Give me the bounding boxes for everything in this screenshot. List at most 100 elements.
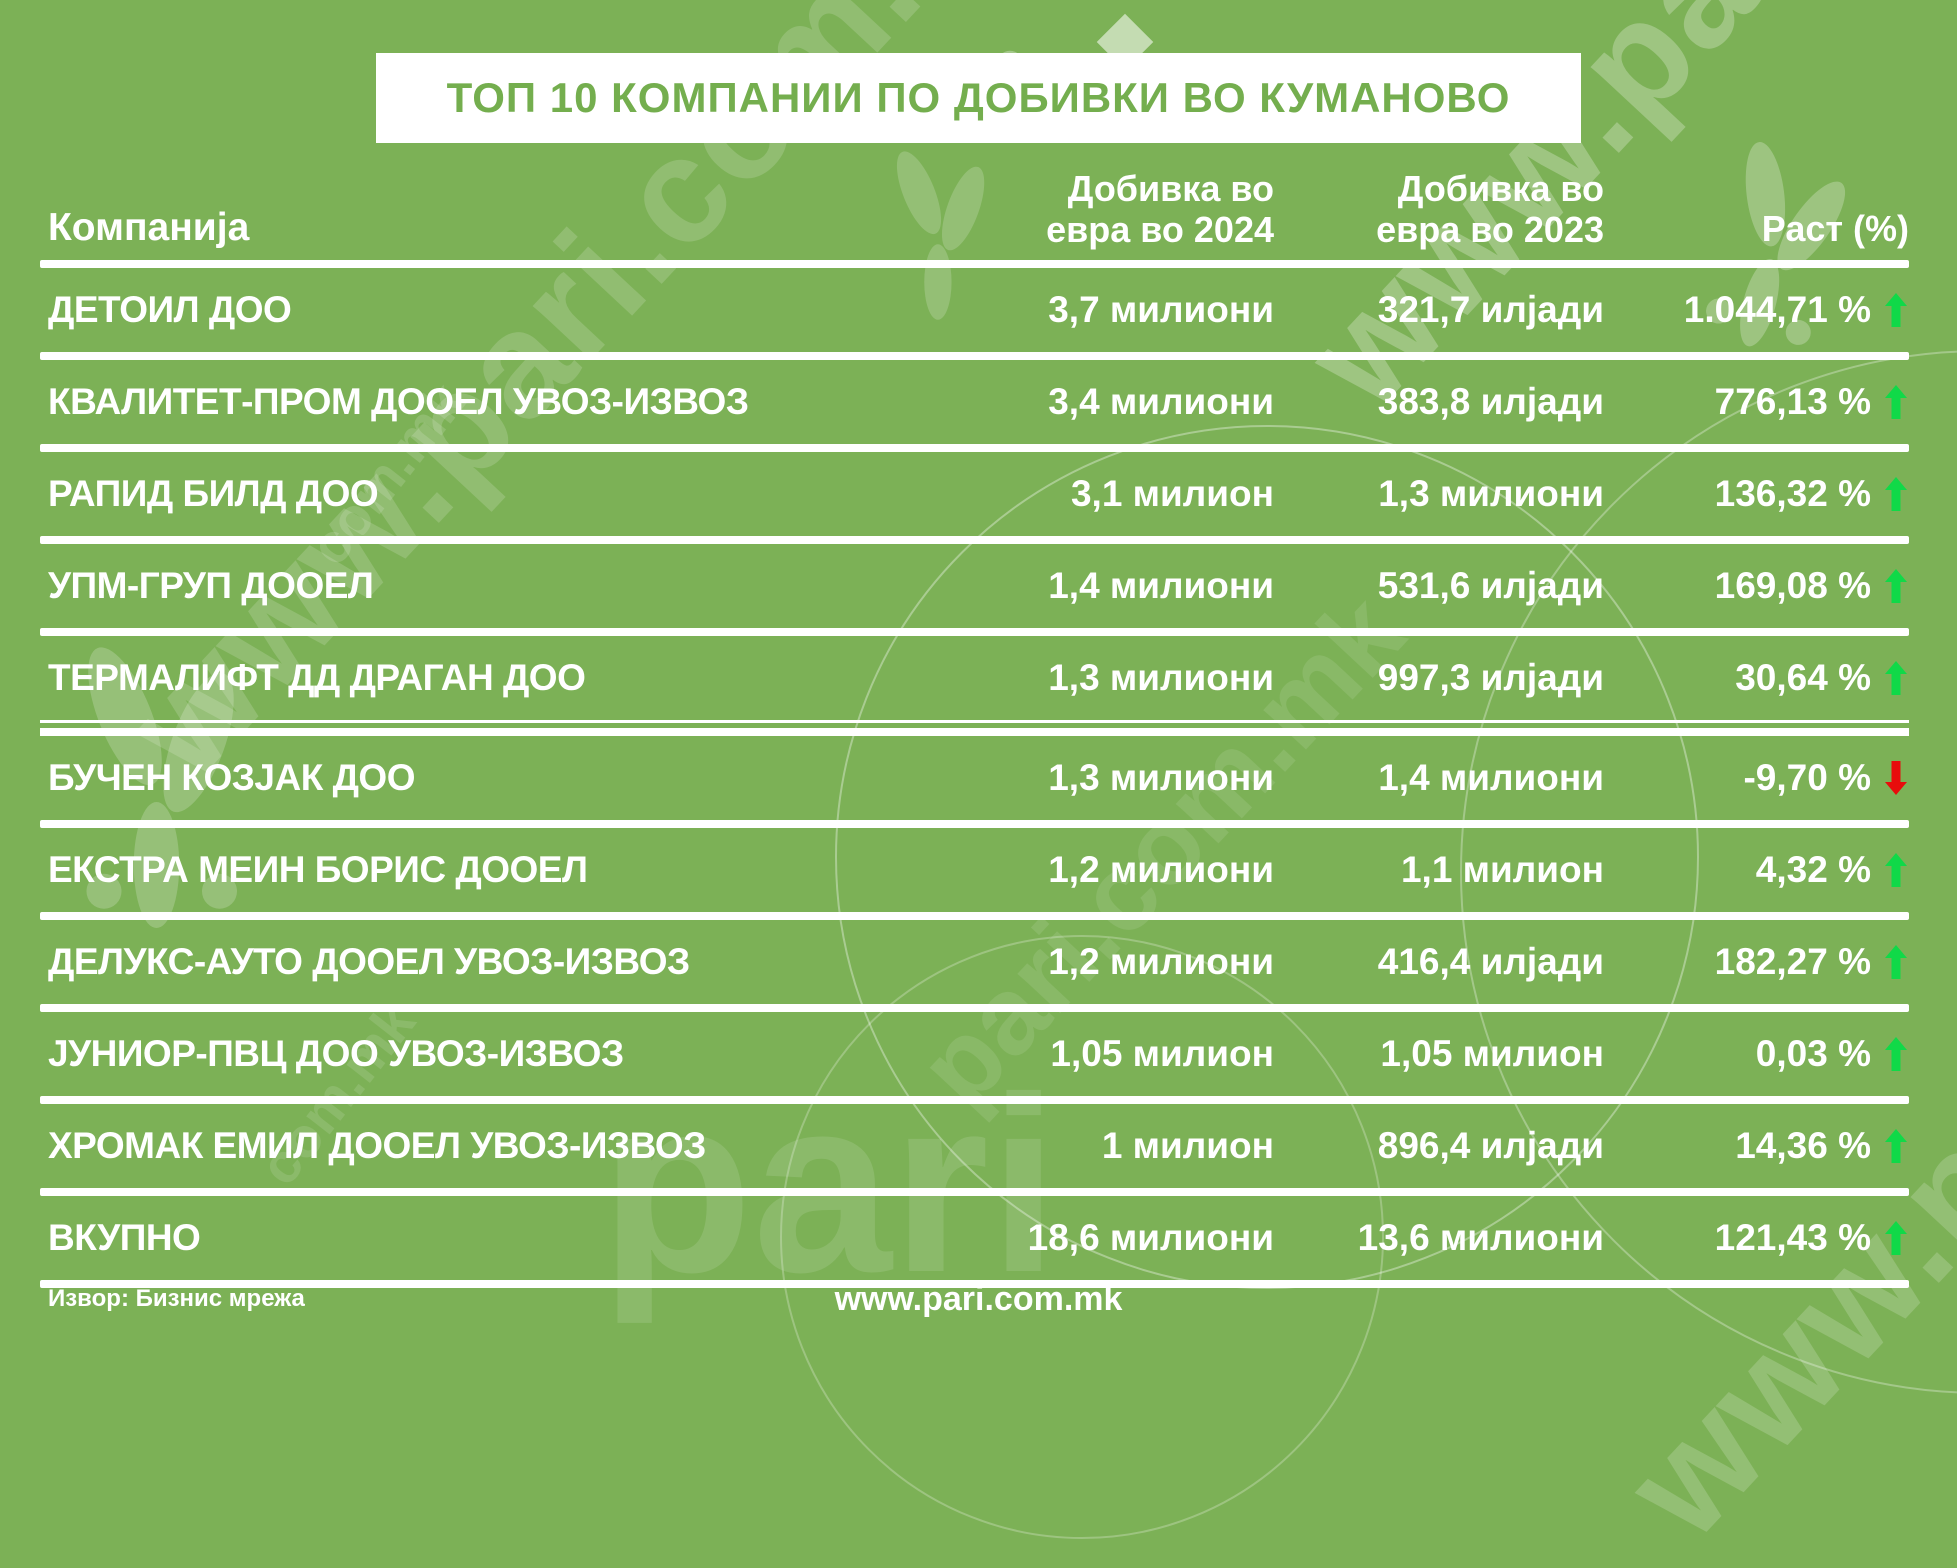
growth-value: 1.044,71 % [1683, 289, 1871, 330]
company-cell: БУЧЕН КОЗЈАК ДОО [48, 757, 416, 798]
table-row: БУЧЕН КОЗЈАК ДОО 1,3 милиони 1,4 милиони… [40, 736, 1909, 820]
table-row: ДЕТОИЛ ДОО 3,7 милиони 321,7 илјади 1.04… [40, 268, 1909, 352]
growth-value: 121,43 % [1714, 1217, 1871, 1258]
growth-cell: 776,13 % [1604, 381, 1909, 423]
website-label: www.pari.com.mk [834, 1279, 1123, 1318]
profit-2023-cell: 1,4 милиони [1378, 757, 1604, 798]
table-row: УПМ-ГРУП ДООЕЛ 1,4 милиони 531,6 илјади … [40, 544, 1909, 628]
profit-2024-cell: 1 милион [1101, 1125, 1274, 1166]
row-separator [40, 820, 1909, 828]
header-separator [40, 260, 1909, 268]
growth-cell: 4,32 % [1604, 849, 1909, 891]
profit-2024-cell: 1,3 милиони [1048, 757, 1274, 798]
footer: Извор: Бизнис мрежа www.pari.com.mk [48, 1278, 1909, 1320]
profit-2024-cell: 1,2 милиони [1048, 849, 1274, 890]
row-separator [40, 720, 1909, 736]
growth-value: 776,13 % [1714, 381, 1871, 422]
table-row: КВАЛИТЕТ-ПРОМ ДООЕЛ УВОЗ-ИЗВОЗ 3,4 милио… [40, 360, 1909, 444]
growth-up-icon [1885, 293, 1907, 327]
profit-2024-cell: 1,05 милион [1050, 1033, 1274, 1074]
growth-value: 14,36 % [1735, 1125, 1871, 1166]
source-label: Извор: Бизнис мрежа [48, 1285, 305, 1312]
profits-table: Компанија Добивка во евра во 2024 Добивк… [40, 140, 1909, 1288]
company-cell: ХРОМАК ЕМИЛ ДООЕЛ УВОЗ-ИЗВОЗ [48, 1125, 706, 1166]
profit-2024-cell: 3,4 милиони [1048, 381, 1274, 422]
profit-2023-cell: 383,8 илјади [1377, 381, 1604, 422]
table-row: ТЕРМАЛИФТ ДД ДРАГАН ДОО 1,3 милиони 997,… [40, 636, 1909, 720]
row-separator [40, 1280, 1909, 1288]
company-cell: ДЕТОИЛ ДОО [48, 289, 292, 330]
growth-up-icon [1885, 661, 1907, 695]
row-separator [40, 912, 1909, 920]
table-row: РАПИД БИЛД ДОО 3,1 милион 1,3 милиони 13… [40, 452, 1909, 536]
growth-value: 182,27 % [1714, 941, 1871, 982]
table-row: ЕКСТРА МЕИН БОРИС ДООЕЛ 1,2 милиони 1,1 … [40, 828, 1909, 912]
row-separator [40, 628, 1909, 636]
profit-2023-cell: 531,6 илјади [1377, 565, 1604, 606]
column-header-line: евра во 2024 [1046, 208, 1274, 250]
growth-cell: 136,32 % [1604, 473, 1909, 515]
profit-2024-cell: 3,1 милион [1070, 473, 1274, 514]
growth-up-icon [1885, 1037, 1907, 1071]
profit-2023-cell: 997,3 илјади [1377, 657, 1604, 698]
profit-2023-cell: 13,6 милиони [1357, 1217, 1604, 1258]
profit-2024-cell: 18,6 милиони [1027, 1217, 1274, 1258]
growth-value: -9,70 % [1743, 757, 1871, 798]
table-rows: ДЕТОИЛ ДОО 3,7 милиони 321,7 илјади 1.04… [40, 268, 1909, 1288]
growth-value: 4,32 % [1755, 849, 1871, 890]
table-row: ЈУНИОР-ПВЦ ДОО УВОЗ-ИЗВОЗ 1,05 милион 1,… [40, 1012, 1909, 1096]
profit-2024-cell: 1,4 милиони [1048, 565, 1274, 606]
row-separator [40, 352, 1909, 360]
column-header-profit-2024: Добивка во евра во 2024 [974, 169, 1274, 250]
company-cell: РАПИД БИЛД ДОО [48, 473, 379, 514]
row-separator [40, 1188, 1909, 1196]
table-header-row: Компанија Добивка во евра во 2024 Добивк… [40, 140, 1909, 260]
company-cell: ЈУНИОР-ПВЦ ДОО УВОЗ-ИЗВОЗ [48, 1033, 624, 1074]
column-header-line: Добивка во [1067, 168, 1274, 210]
growth-value: 169,08 % [1714, 565, 1871, 606]
row-separator [40, 536, 1909, 544]
growth-cell: 1.044,71 % [1604, 289, 1909, 331]
growth-up-icon [1885, 1129, 1907, 1163]
column-header-growth: Раст (%) [1761, 208, 1909, 249]
table-row: ХРОМАК ЕМИЛ ДООЕЛ УВОЗ-ИЗВОЗ 1 милион 89… [40, 1104, 1909, 1188]
growth-up-icon [1885, 569, 1907, 603]
company-cell: КВАЛИТЕТ-ПРОМ ДООЕЛ УВОЗ-ИЗВОЗ [48, 381, 749, 422]
company-cell: ТЕРМАЛИФТ ДД ДРАГАН ДОО [48, 657, 586, 698]
growth-cell: -9,70 % [1604, 757, 1909, 799]
column-header-line: евра во 2023 [1376, 208, 1604, 250]
row-separator [40, 1096, 1909, 1104]
profit-2023-cell: 416,4 илјади [1377, 941, 1604, 982]
column-header-line: Добивка во [1397, 168, 1604, 210]
company-cell: ВКУПНО [48, 1217, 201, 1258]
growth-down-icon [1885, 761, 1907, 795]
growth-cell: 30,64 % [1604, 657, 1909, 699]
infographic-page: { "chart_data": { "type": "table", "titl… [40, 0, 1957, 1568]
growth-up-icon [1885, 945, 1907, 979]
profit-2024-cell: 1,3 милиони [1048, 657, 1274, 698]
page-title: ТОП 10 КОМПАНИИ ПО ДОБИВКИ ВО КУМАНОВО [446, 74, 1511, 121]
profit-2023-cell: 1,3 милиони [1378, 473, 1604, 514]
profit-2024-cell: 3,7 милиони [1048, 289, 1274, 330]
table-row: ДЕЛУКС-АУТО ДООЕЛ УВОЗ-ИЗВОЗ 1,2 милиони… [40, 920, 1909, 1004]
table-total-row: ВКУПНО 18,6 милиони 13,6 милиони 121,43 … [40, 1196, 1909, 1280]
company-cell: ЕКСТРА МЕИН БОРИС ДООЕЛ [48, 849, 588, 890]
growth-up-icon [1885, 385, 1907, 419]
title-banner: ТОП 10 КОМПАНИИ ПО ДОБИВКИ ВО КУМАНОВО [376, 53, 1581, 143]
growth-cell: 169,08 % [1604, 565, 1909, 607]
profit-2023-cell: 896,4 илјади [1377, 1125, 1604, 1166]
growth-up-icon [1885, 477, 1907, 511]
growth-value: 30,64 % [1735, 657, 1871, 698]
growth-value: 0,03 % [1755, 1033, 1871, 1074]
row-separator [40, 1004, 1909, 1012]
column-header-profit-2023: Добивка во евра во 2023 [1274, 169, 1604, 250]
profit-2023-cell: 1,05 милион [1380, 1033, 1604, 1074]
growth-cell: 121,43 % [1604, 1217, 1909, 1259]
growth-cell: 14,36 % [1604, 1125, 1909, 1167]
company-cell: ДЕЛУКС-АУТО ДООЕЛ УВОЗ-ИЗВОЗ [48, 941, 690, 982]
row-separator [40, 444, 1909, 452]
profit-2023-cell: 1,1 милион [1400, 849, 1604, 890]
growth-up-icon [1885, 853, 1907, 887]
growth-value: 136,32 % [1714, 473, 1871, 514]
profit-2024-cell: 1,2 милиони [1048, 941, 1274, 982]
